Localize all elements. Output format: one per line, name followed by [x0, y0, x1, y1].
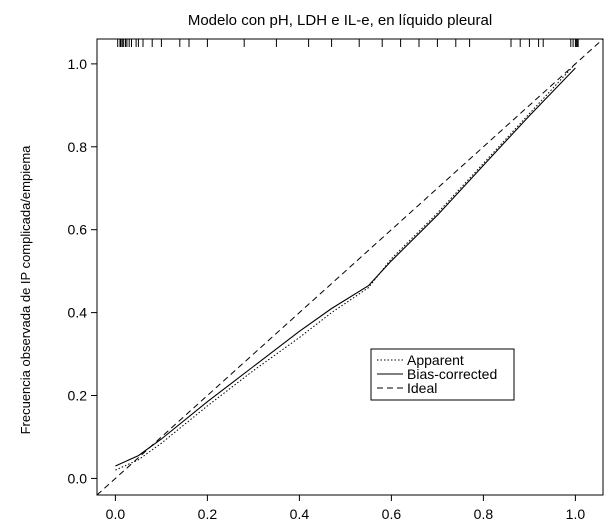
legend-label: Ideal — [407, 380, 437, 396]
legend-label: Apparent — [407, 352, 464, 368]
y-tick-label: 0.4 — [68, 305, 88, 321]
x-tick-label: 0.2 — [198, 506, 218, 522]
x-tick-label: 0.8 — [474, 506, 494, 522]
series-line-bias-corrected — [115, 67, 576, 467]
series-line-apparent — [115, 63, 576, 471]
y-tick-label: 0.2 — [68, 388, 88, 404]
y-tick-label: 1.0 — [68, 56, 88, 72]
y-tick-label: 0.0 — [68, 470, 88, 486]
legend-label: Bias-corrected — [407, 366, 497, 382]
y-axis-label: Frecuencia observada de IP complicada/em… — [18, 145, 33, 435]
y-tick-label: 0.8 — [68, 139, 88, 155]
plot-frame — [96, 38, 604, 496]
series-line-ideal — [96, 38, 604, 496]
chart-title: Modelo con pH, LDH e IL-e, en líquido pl… — [188, 12, 492, 29]
x-tick-label: 1.0 — [566, 506, 586, 522]
x-tick-label: 0.4 — [290, 506, 310, 522]
x-tick-label: 0.6 — [382, 506, 402, 522]
y-tick-label: 0.6 — [68, 222, 88, 238]
x-tick-label: 0.0 — [106, 506, 126, 522]
